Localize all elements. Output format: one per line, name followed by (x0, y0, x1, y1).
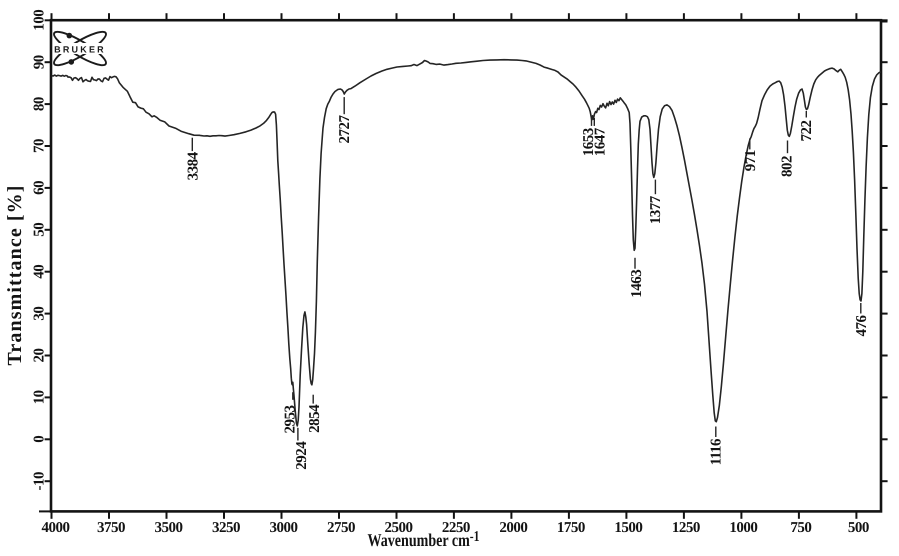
svg-text:2727: 2727 (337, 115, 353, 144)
svg-text:971: 971 (743, 150, 759, 171)
svg-text:1000: 1000 (729, 520, 757, 536)
svg-text:100: 100 (31, 10, 47, 31)
svg-text:2953: 2953 (283, 406, 299, 434)
svg-text:BRUKER: BRUKER (54, 44, 106, 54)
svg-text:60: 60 (31, 181, 47, 195)
svg-text:40: 40 (31, 265, 47, 279)
svg-text:70: 70 (31, 139, 47, 153)
svg-text:500: 500 (848, 520, 869, 536)
svg-text:3750: 3750 (97, 520, 125, 536)
svg-text:802: 802 (780, 156, 796, 177)
svg-text:90: 90 (31, 55, 47, 69)
svg-text:3500: 3500 (155, 520, 183, 536)
svg-text:50: 50 (31, 223, 47, 237)
svg-text:2750: 2750 (327, 520, 355, 536)
svg-text:1653: 1653 (581, 128, 597, 156)
svg-text:1463: 1463 (629, 270, 645, 298)
svg-text:3000: 3000 (270, 520, 298, 536)
svg-text:Wavenumber cm-1: Wavenumber cm-1 (367, 529, 479, 550)
svg-text:1647: 1647 (592, 127, 608, 156)
svg-text:3384: 3384 (186, 151, 202, 180)
svg-text:1250: 1250 (672, 520, 700, 536)
svg-text:2250: 2250 (442, 520, 470, 536)
svg-text:Transmittance [%]: Transmittance [%] (4, 184, 26, 365)
svg-text:10: 10 (31, 390, 47, 404)
svg-text:2854: 2854 (307, 404, 323, 433)
svg-text:-10: -10 (31, 472, 47, 491)
svg-text:80: 80 (31, 97, 47, 111)
svg-text:0: 0 (31, 436, 47, 443)
svg-text:2500: 2500 (385, 520, 413, 536)
svg-text:2924: 2924 (294, 441, 310, 470)
svg-text:2000: 2000 (499, 520, 527, 536)
svg-text:1377: 1377 (648, 195, 664, 224)
svg-text:722: 722 (799, 121, 815, 142)
svg-text:20: 20 (31, 349, 47, 363)
svg-text:4000: 4000 (42, 520, 70, 536)
svg-text:30: 30 (31, 307, 47, 321)
svg-text:750: 750 (790, 520, 811, 536)
svg-text:1500: 1500 (614, 520, 642, 536)
svg-text:1116: 1116 (708, 438, 724, 465)
svg-text:1750: 1750 (557, 520, 585, 536)
svg-text:3250: 3250 (212, 520, 240, 536)
svg-text:476: 476 (854, 315, 870, 337)
